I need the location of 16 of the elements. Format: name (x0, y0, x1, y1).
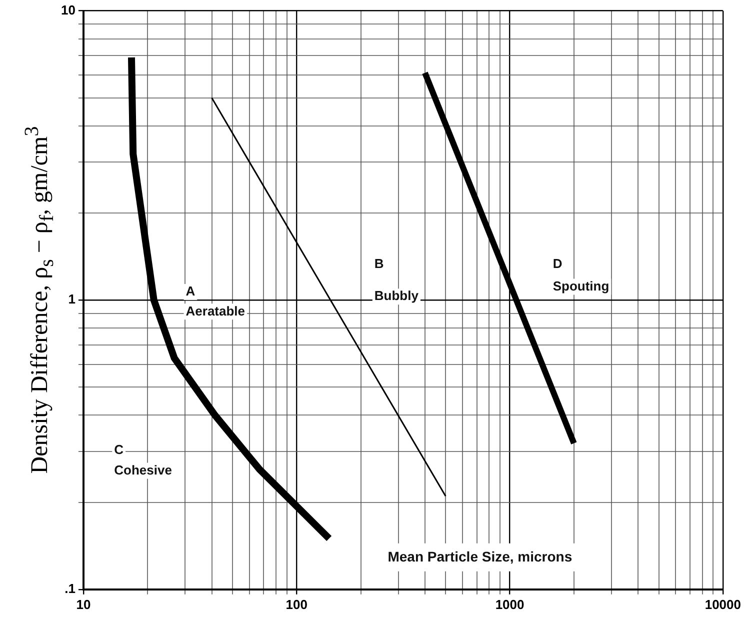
annotation: Cohesive (114, 462, 172, 478)
annotation: Aeratable (186, 303, 246, 318)
y-tick-label: .1 (64, 580, 76, 596)
x-tick-label: 10 (76, 596, 91, 612)
annotation: Bubbly (374, 288, 420, 304)
x-axis-title: Mean Particle Size, microns (388, 548, 572, 564)
x-tick-label: 10000 (704, 596, 742, 612)
annotation: Spouting (552, 278, 610, 294)
y-tick-label: 10 (60, 2, 76, 18)
x-tick-label: 100 (286, 596, 308, 612)
annotation: D (552, 256, 562, 271)
annotation: A (186, 284, 196, 299)
y-tick-label: 1 (68, 292, 76, 307)
annotation: C (114, 442, 124, 458)
annotation: B (374, 256, 384, 271)
x-tick-label: 1000 (495, 596, 524, 612)
